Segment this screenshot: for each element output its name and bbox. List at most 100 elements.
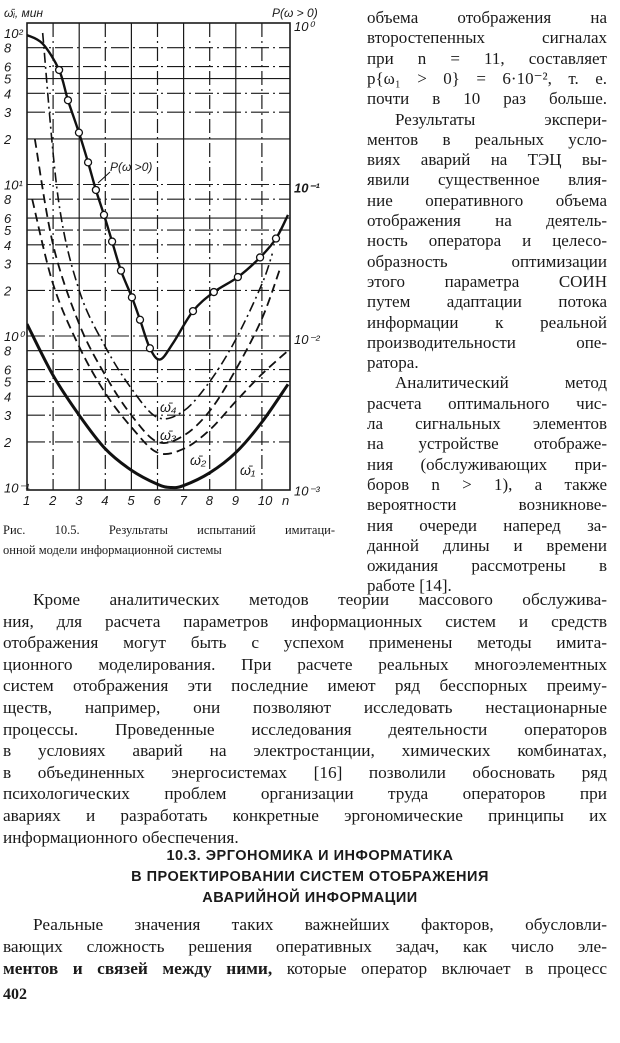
text-line: расчета оптимального чис- [367,393,607,413]
y-tick-label-left: 10⁰ [4,329,25,344]
data-point [135,315,145,324]
y-tick-label-left: 3 [4,408,12,423]
text-line: почти в 10 раз больше. [367,89,607,109]
text-line: психологических проблем организации труд… [3,784,607,804]
x-tick-label: 8 [206,493,214,508]
y-tick-label-left: 2 [3,283,12,298]
y-tick-label-left: 4 [4,238,11,253]
x-tick-label: 7 [180,493,188,508]
data-point [233,272,243,282]
y-tick-label-left: 6 [4,363,12,378]
leader-line [97,171,111,184]
x-tick-label: 5 [127,493,135,508]
y-axis-label-right: P(ω > 0) [272,6,318,20]
text-line: боров n > 1), а также [367,474,607,494]
data-point [63,96,73,105]
y-tick-label-left: 10² [4,26,23,41]
data-point [107,237,117,246]
figure-caption: онной модели информационной системы [3,543,222,557]
text-line: систем отображения эти последние имеют р… [3,676,607,696]
x-tick-label: 1 [23,493,30,508]
text-line: вероятности возникнове- [367,495,607,515]
y-tick-label-left: 6 [4,60,12,75]
series-line-omega-4 [41,32,274,420]
text-line: явили существенное влия- [367,170,607,190]
x-tick-label: 2 [48,493,57,508]
series-label-omega-4: ω̄₄ [160,399,177,415]
series-label-p: P(ω >0) [110,160,152,174]
text-line: авариях и разработать конкретные эргоном… [3,806,607,825]
y-tick-label-left: 4 [4,86,11,101]
text-line: ла сигнальных элементов [367,414,607,433]
y-tick-label-left: 8 [4,344,12,359]
text-line: ния очереди наперед за- [367,515,607,535]
y-tick-label-left: 5 [4,223,12,238]
section-heading: 10.3. ЭРГОНОМИКА И ИНФОРМАТИКА [166,848,454,864]
bold-text: ментов и связей между ними, [3,959,273,978]
text-line: отображения на деятель- [367,211,607,230]
text-line: ционного моделирования. При расчете реал… [3,654,607,674]
text-line: вающих сложность решения оперативных зад… [3,937,607,956]
figure-caption: Рис. 10.5. Результаты испытаний имитаци- [3,523,335,537]
text-line: информационного обеспечения. [3,827,239,847]
text-line: ность оператора и целесо- [367,231,607,251]
text-line: ние оперативного объема [367,190,607,210]
text-line: информации к реальной [367,312,607,332]
y-tick-label-left: 6 [4,211,12,226]
y-tick-label-right: 10⁻¹ [294,181,320,196]
y-tick-label-left: 10¹ [4,178,23,193]
text-line: при n = 11, составляет [367,48,607,68]
text-line: производительности опе- [367,332,607,352]
data-point [209,287,219,297]
text-line: объема отображения на [367,8,607,27]
text-line: в условиях аварий на электростанции, хим… [3,741,607,761]
text-line: процессы. Проведенные исследования деяте… [3,719,607,739]
text-line: Аналитический метод [395,373,607,393]
text-line: путем адаптации потока [367,292,607,312]
x-tick-label: 4 [101,493,108,508]
text-line: ментов и связей между ними, которые опер… [3,958,607,980]
y-tick-label-right: 10⁻³ [294,484,320,499]
section-heading: АВАРИЙНОЙ ИНФОРМАЦИИ [202,890,418,906]
data-point [99,210,109,220]
text-line: этого параметра СОИН [367,271,607,291]
figure-10-5-chart: 10²86543210¹86543210⁰86543210⁻¹10⁰10⁻¹10… [3,6,320,508]
page-number: 402 [3,986,27,1003]
text-line: ожидания рассмотрены в [367,556,607,576]
y-tick-label-left: 5 [4,375,12,390]
y-tick-label-left: 5 [4,72,12,87]
x-axis-label: n [282,493,289,508]
text-line: ратора. [367,353,419,373]
text-line: Реальные значения таких важнейших фактор… [33,915,607,934]
text-line: p{ω₁ > 0} = 6·10⁻², т. е. [367,68,607,88]
series-label-omega-2: ω̄₂ [190,452,207,468]
series-line-omega-3 [33,138,282,444]
text-line: виях аварий на ТЭЦ вы- [367,150,607,170]
x-tick-label: 9 [232,493,239,508]
text-line: ментов в реальных усло- [367,129,607,149]
text-line: данной длины и времени [367,535,607,555]
text-line: отображения могут быть с успехом примене… [3,633,607,653]
data-point [188,306,198,316]
text-line: ния, для расчета параметров информационн… [3,611,607,631]
text-line: образность оптимизации [367,251,607,271]
data-point [255,253,265,262]
text-line: ществ, например, они позволяют исследова… [3,698,607,717]
y-axis-label-left: ω̄ᵢ, мин [4,6,43,20]
data-point [145,344,155,353]
data-point [116,266,126,275]
series-label-omega-1: ω̄₁ [240,462,256,478]
text-line: Кроме аналитических методов теории массо… [33,590,607,609]
text-line: второстепенных сигналах [367,28,607,48]
y-tick-label-left: 8 [4,41,12,56]
y-tick-label-left: 8 [4,192,12,207]
x-tick-label: 10 [258,493,273,508]
y-tick-label-left: 10⁻¹ [4,481,30,496]
y-tick-label-left: 4 [4,389,11,404]
plot-frame [26,22,291,491]
text-line: в объединенных энергосистемах [16] позво… [3,762,607,782]
y-tick-label-left: 2 [3,132,12,147]
data-point [127,293,137,302]
y-tick-label-right: 10⁰ [294,19,315,34]
text-line: на устройстве отображе- [367,434,607,454]
